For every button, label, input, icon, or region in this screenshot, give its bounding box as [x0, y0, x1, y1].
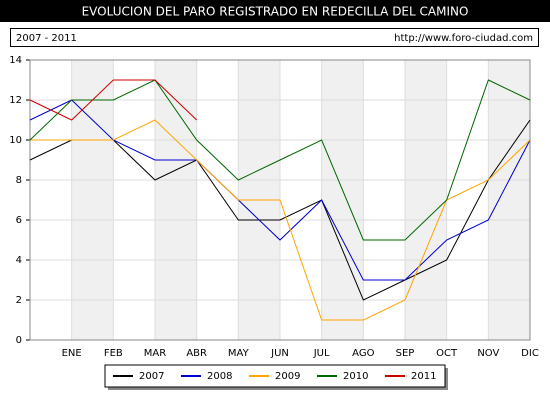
y-tick-label: 12 — [9, 95, 22, 106]
legend-label: 2007 — [139, 371, 164, 382]
series-line — [29, 79, 531, 241]
subtitle-box — [10, 28, 539, 47]
x-tick-label: MAY — [228, 348, 250, 359]
band — [71, 60, 114, 340]
band — [321, 60, 364, 340]
x-tick-label: FEB — [104, 348, 123, 359]
x-tick-label: ENE — [62, 348, 82, 359]
chart-title: EVOLUCION DEL PARO REGISTRADO EN REDECIL… — [82, 5, 469, 19]
y-tick-label: 0 — [16, 335, 22, 346]
band — [155, 60, 197, 340]
x-tick-label: OCT — [436, 348, 458, 359]
y-tick-label: 8 — [16, 175, 22, 186]
plot-frame — [29, 59, 531, 341]
band — [405, 60, 447, 340]
source: http://www.foro-ciudad.com — [394, 33, 533, 44]
legend — [104, 364, 446, 388]
x-tick-label: SEP — [396, 348, 415, 359]
x-tick-label: MAR — [144, 348, 166, 359]
title-bar — [0, 0, 550, 22]
x-tick-label: JUL — [313, 348, 330, 359]
series-line — [29, 79, 198, 121]
x-tick-label: DIC — [521, 348, 539, 359]
x-tick-label: AGO — [352, 348, 374, 359]
y-tick-label: 14 — [9, 55, 22, 66]
y-tick-label: 6 — [16, 215, 22, 226]
y-tick-label: 4 — [16, 255, 22, 266]
x-tick-label: NOV — [477, 348, 499, 359]
subtitle: 2007 - 2011 — [16, 33, 77, 44]
y-tick-label: 10 — [9, 135, 22, 146]
legend-label: 2011 — [411, 371, 436, 382]
legend-label: 2008 — [207, 371, 232, 382]
x-tick-label: ABR — [186, 348, 207, 359]
legend-label: 2010 — [343, 371, 368, 382]
band — [488, 60, 530, 340]
y-tick-label: 2 — [16, 295, 22, 306]
legend-label: 2009 — [275, 371, 300, 382]
x-tick-label: JUN — [270, 348, 289, 359]
